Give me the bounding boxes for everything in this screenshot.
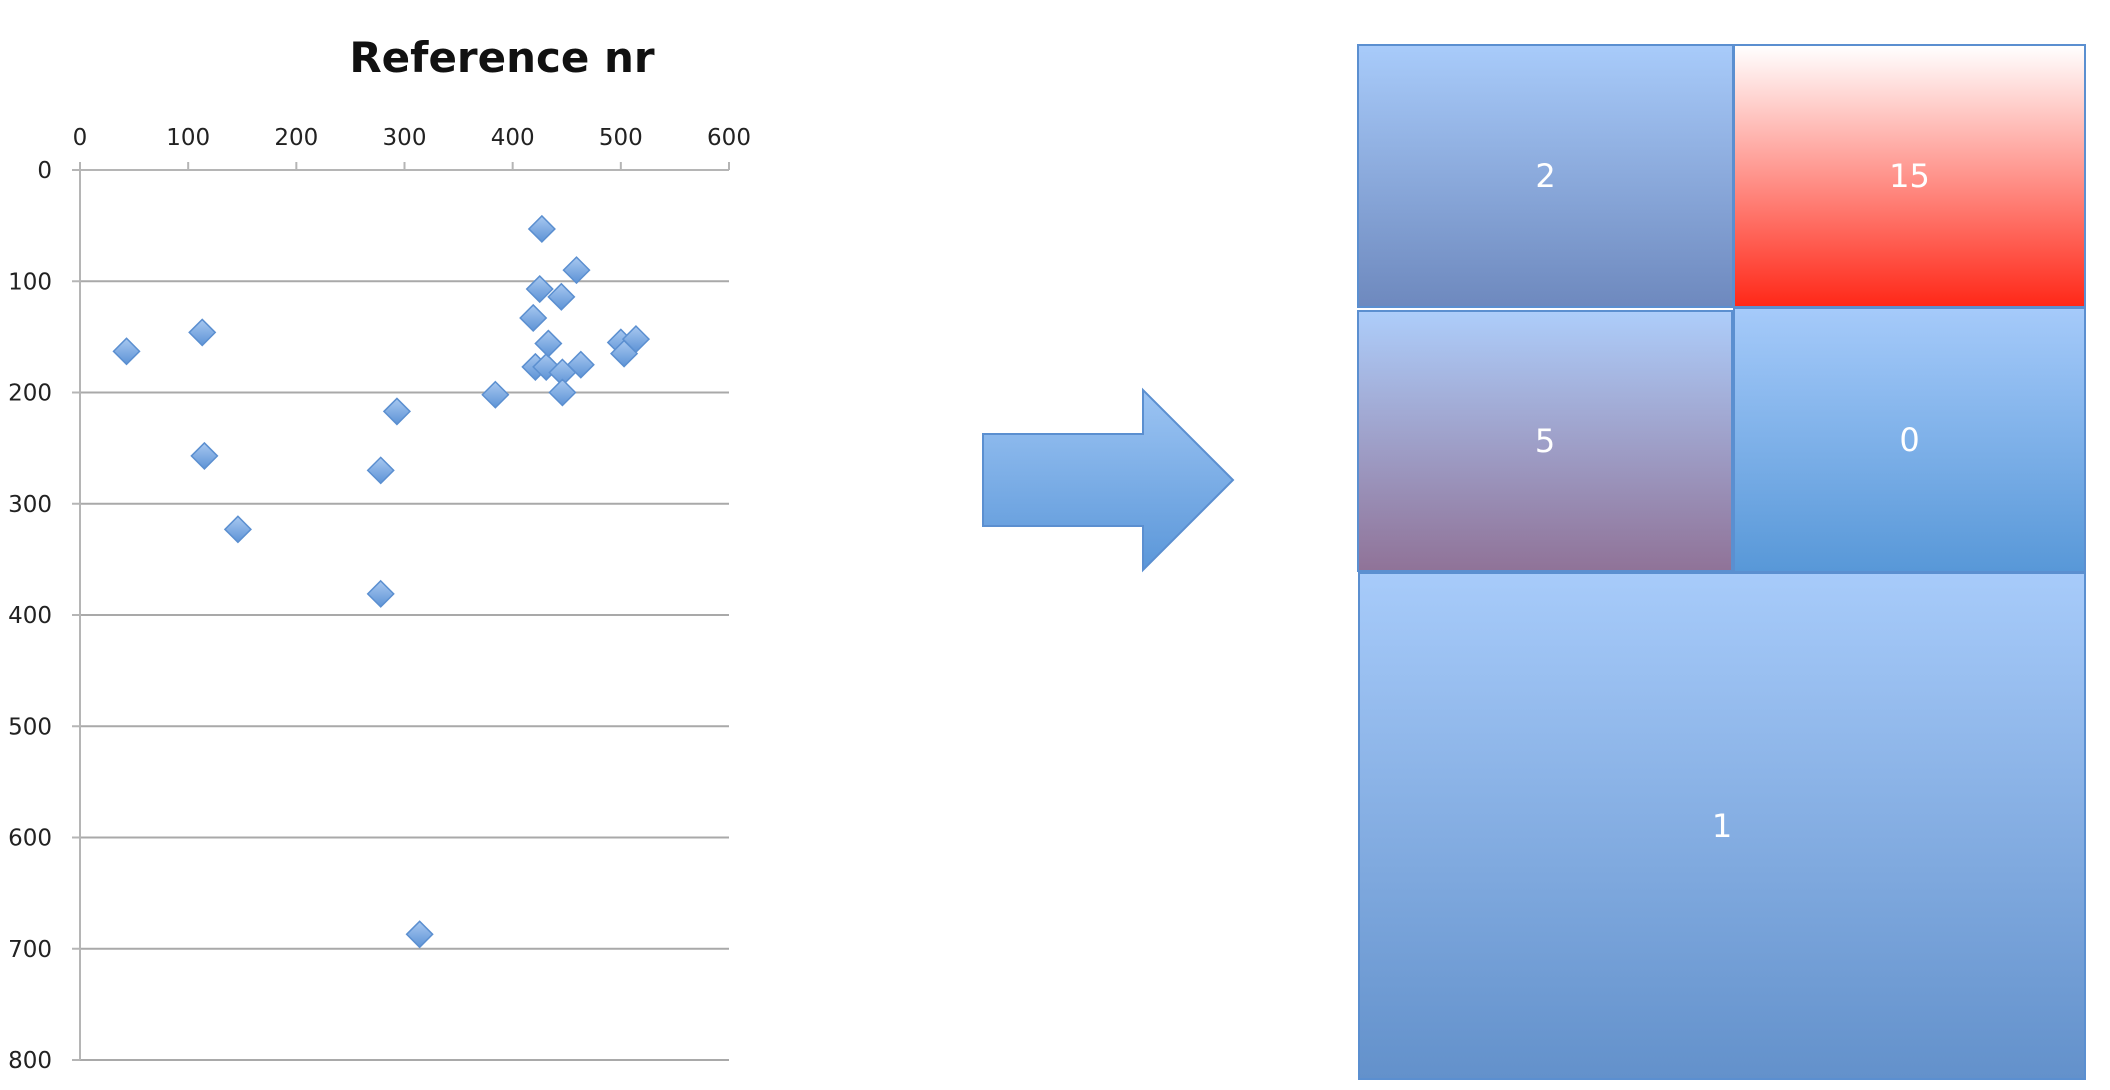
y-tick-label: 600 bbox=[8, 826, 52, 852]
heatmap-cell-label: 2 bbox=[1535, 157, 1556, 195]
scatter-point bbox=[481, 380, 510, 409]
y-tick-label: 100 bbox=[8, 269, 52, 295]
scatter-point bbox=[366, 456, 395, 485]
scatter-point bbox=[527, 214, 556, 244]
scatter-point bbox=[382, 397, 411, 426]
y-tick-label: 800 bbox=[8, 1048, 52, 1074]
scatter-point bbox=[519, 303, 548, 333]
gridlines bbox=[80, 280, 729, 1061]
arrow-icon bbox=[982, 387, 1235, 573]
scatter-point bbox=[547, 282, 576, 311]
heatmap-cell-label: 0 bbox=[1899, 421, 1920, 459]
heatmap-cell: 15 bbox=[1733, 44, 2086, 308]
x-tick-label: 500 bbox=[599, 125, 643, 151]
scatter-point bbox=[532, 352, 561, 381]
scatter-point bbox=[566, 350, 595, 379]
x-tick-label: 600 bbox=[707, 125, 751, 151]
scatter-point bbox=[188, 318, 217, 347]
y-tick-label: 500 bbox=[8, 714, 52, 740]
x-tick-label: 0 bbox=[73, 125, 88, 151]
y-tick-label: 200 bbox=[8, 381, 52, 407]
heatmap-cell-label: 15 bbox=[1889, 157, 1930, 195]
x-tick-label: 200 bbox=[274, 125, 318, 151]
heatmap-cell-label: 5 bbox=[1534, 422, 1556, 460]
heatmap-cell-label: 1 bbox=[1711, 807, 1733, 845]
scatter-point bbox=[562, 256, 591, 285]
scatter-point bbox=[112, 337, 141, 366]
scatter-point bbox=[405, 920, 434, 949]
heatmap-cell: 1 bbox=[1358, 572, 2086, 1080]
axes: 0 100 200 300 400 500 600 700 800 0 100 200 300 400 50… bbox=[8, 125, 751, 1074]
scatter-point bbox=[366, 579, 395, 608]
scatter-points bbox=[112, 214, 651, 949]
scatter-point bbox=[525, 274, 554, 304]
scatter-point bbox=[534, 329, 563, 358]
chart-title: Reference nr bbox=[349, 33, 655, 82]
scatter-point bbox=[621, 325, 651, 354]
heatmap-cell: 0 bbox=[1733, 307, 2086, 573]
x-tick-label: 300 bbox=[383, 125, 427, 151]
heatmap-cell: 2 bbox=[1357, 44, 1734, 308]
y-tick-label: 0 bbox=[37, 158, 52, 184]
scatter-point bbox=[190, 441, 219, 470]
heatmap-cell: 5 bbox=[1357, 310, 1733, 572]
x-tick-label: 100 bbox=[166, 125, 210, 151]
scatter-point bbox=[548, 378, 577, 407]
x-tick-label: 400 bbox=[491, 125, 535, 151]
y-tick-label: 400 bbox=[8, 603, 52, 629]
scatter-point bbox=[223, 515, 252, 544]
y-tick-label: 700 bbox=[8, 937, 52, 963]
y-tick-label: 300 bbox=[8, 492, 52, 518]
